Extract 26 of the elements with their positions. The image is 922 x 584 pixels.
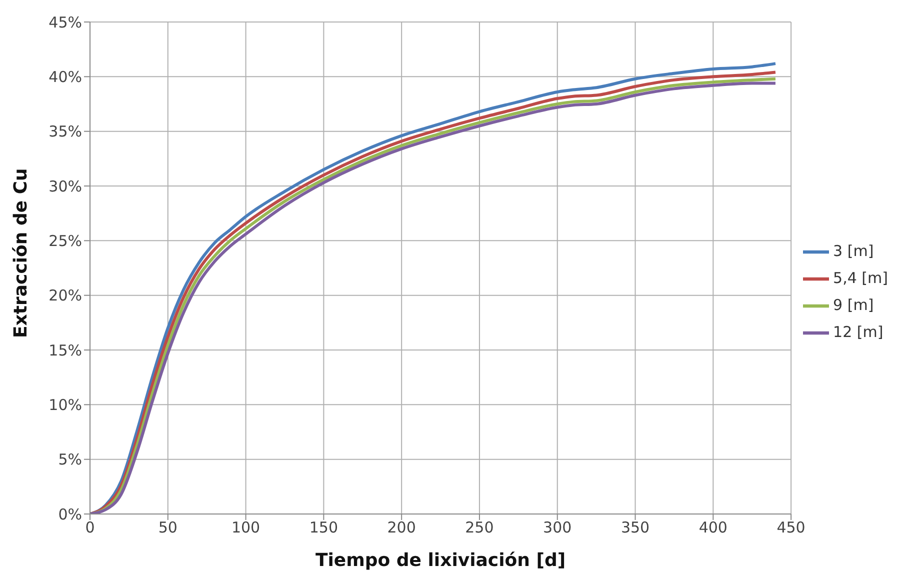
y-tick-label: 10% [48, 396, 82, 414]
y-tick-label: 30% [48, 177, 82, 196]
x-tick-label: 200 [387, 518, 416, 537]
y-tick-label: 45% [48, 13, 82, 32]
y-tick-label: 0% [58, 505, 82, 524]
legend-label: 5,4 [m] [833, 269, 888, 288]
x-tick-label: 0 [85, 518, 95, 537]
y-tick-label: 15% [48, 341, 82, 360]
legend-label: 9 [m] [833, 296, 874, 314]
y-tick-label: 5% [58, 450, 82, 469]
x-tick-label: 150 [309, 518, 338, 537]
x-tick-label: 50 [158, 518, 178, 537]
x-tick-label: 450 [776, 518, 806, 537]
y-tick-label: 40% [48, 68, 82, 86]
x-tick-label: 400 [698, 518, 728, 537]
x-tick-label: 300 [543, 518, 572, 537]
legend-label: 3 [m] [833, 242, 874, 260]
y-tick-label: 35% [48, 122, 82, 141]
x-tick-label: 100 [231, 518, 260, 537]
x-tick-label: 350 [620, 518, 650, 537]
y-tick-label: 25% [48, 232, 82, 250]
x-axis-title: Tiempo de lixiviación [d] [315, 550, 566, 571]
legend-label: 12 [m] [833, 322, 884, 341]
x-tick-label: 250 [465, 518, 494, 537]
y-axis-title: Extracción de Cu [10, 168, 32, 338]
y-tick-label: 20% [48, 286, 82, 305]
